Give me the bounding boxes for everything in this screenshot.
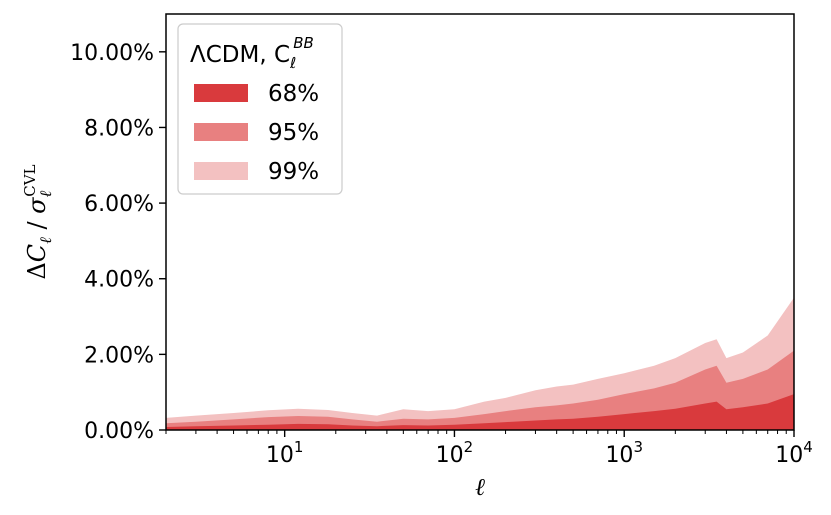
x-tick-label: 101 bbox=[266, 438, 304, 468]
area-layer bbox=[166, 297, 794, 430]
y-tick-label: 4.00% bbox=[84, 268, 154, 293]
y-axis-label-sup-cvl: CVL bbox=[21, 164, 39, 196]
y-axis-label-slash: / bbox=[23, 214, 51, 237]
x-tick-label: 103 bbox=[605, 438, 643, 468]
area-68pct bbox=[166, 394, 794, 430]
area-95pct bbox=[166, 350, 794, 430]
y-tick-label: 10.00% bbox=[70, 41, 154, 66]
legend-swatch-99pct bbox=[194, 162, 248, 180]
svg-text:ΔCℓ / σℓCVL: ΔCℓ / σℓCVL bbox=[21, 164, 55, 279]
legend-label-99pct: 99% bbox=[268, 159, 319, 185]
y-axis-label-sigma: σ bbox=[23, 197, 51, 214]
legend-swatch-68pct bbox=[194, 84, 248, 102]
x-tick-label: 104 bbox=[775, 438, 813, 468]
x-axis: 101 102 103 104 bbox=[165, 430, 813, 468]
y-tick-label: 0.00% bbox=[84, 419, 154, 444]
y-tick-label: 2.00% bbox=[84, 343, 154, 368]
legend-title: ΛCDM, Cℓ BB bbox=[190, 34, 314, 72]
legend-entries: 68% 95% 99% bbox=[194, 81, 319, 185]
x-axis-label: ℓ bbox=[475, 473, 485, 501]
y-axis-label-delta: Δ bbox=[23, 262, 51, 279]
legend-title-prefix: ΛCDM, C bbox=[190, 42, 290, 68]
legend: ΛCDM, Cℓ BB 68% 95% 99% bbox=[177, 23, 343, 195]
legend-label-68pct: 68% bbox=[268, 81, 319, 107]
x-tick-label: 102 bbox=[436, 438, 474, 468]
y-axis-label-c: C bbox=[23, 244, 51, 262]
plot-frame bbox=[165, 13, 795, 431]
y-axis-label-sub-l: ℓ bbox=[36, 237, 55, 244]
legend-title-sup: BB bbox=[293, 34, 314, 52]
y-axis: 0.00% 2.00% 4.00% 6.00% 8.00% 10.00% bbox=[70, 41, 166, 444]
legend-title-sub: ℓ bbox=[289, 54, 296, 72]
y-axis-label-sub-l2: ℓ bbox=[36, 190, 55, 197]
y-tick-label: 6.00% bbox=[84, 192, 154, 217]
y-tick-label: 8.00% bbox=[84, 116, 154, 141]
legend-label-95pct: 95% bbox=[268, 120, 319, 146]
legend-swatch-95pct bbox=[194, 123, 248, 141]
y-axis-label: ΔCℓ / σℓCVL bbox=[21, 164, 55, 279]
legend-box bbox=[177, 23, 343, 195]
